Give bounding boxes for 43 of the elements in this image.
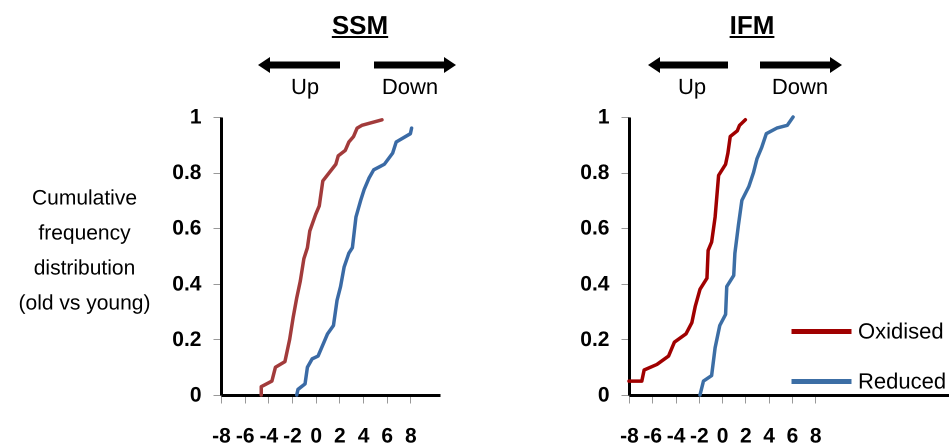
- line-series: [698, 115, 795, 397]
- x-tick-label: -4: [666, 424, 686, 445]
- x-tick-label: -8: [620, 424, 640, 445]
- chart-title: SSM: [332, 10, 388, 41]
- text: Up: [290, 74, 320, 100]
- x-tick-label: 6: [786, 424, 798, 445]
- x-tick-label: 0: [310, 424, 322, 445]
- x-tick-label: -4: [260, 424, 278, 445]
- text: Down: [382, 74, 438, 100]
- y-tick-label: 0.4: [172, 272, 202, 296]
- y-tick-label: 0.6: [172, 216, 202, 240]
- y-tick-label: 0.8: [580, 161, 610, 184]
- x-tick-label: 2: [740, 424, 752, 445]
- y-tick-label: 0: [190, 384, 202, 406]
- x-tick-label: 2: [334, 424, 346, 445]
- line-series: [260, 118, 384, 397]
- y-tick-label: 1: [598, 106, 610, 128]
- x-tick-label: 4: [358, 424, 370, 445]
- y-tick-label: 0.8: [172, 161, 202, 184]
- x-tick-label: -2: [283, 424, 302, 445]
- text: Up: [678, 74, 706, 100]
- legend-label: Reduced: [858, 368, 946, 394]
- x-tick-label: 8: [810, 424, 822, 445]
- text: Down: [772, 74, 828, 100]
- x-tick-label: -6: [643, 424, 662, 445]
- y-tick-label: 0.2: [580, 328, 610, 351]
- x-tick-label: 8: [405, 424, 418, 445]
- y-tick-label: 0.4: [580, 272, 610, 296]
- line-series: [295, 126, 414, 397]
- x-tick-label: -2: [690, 424, 709, 445]
- x-tick-label: 4: [763, 424, 776, 445]
- chart-title: IFM: [730, 10, 774, 41]
- y-tick-label: 0.6: [580, 216, 610, 240]
- line-series: [627, 118, 748, 383]
- legend-label: Oxidised: [858, 318, 944, 344]
- y-tick-label: 0: [598, 384, 610, 406]
- x-tick-label: -6: [236, 424, 255, 445]
- y-tick-label: 1: [190, 106, 202, 128]
- x-tick-label: 0: [716, 424, 728, 445]
- y-tick-label: 0.2: [172, 328, 202, 351]
- x-tick-label: 6: [381, 424, 394, 445]
- y-axis-title: Cumulative frequency distribution (old vs young): [18, 186, 150, 314]
- x-tick-label: -8: [212, 424, 232, 445]
